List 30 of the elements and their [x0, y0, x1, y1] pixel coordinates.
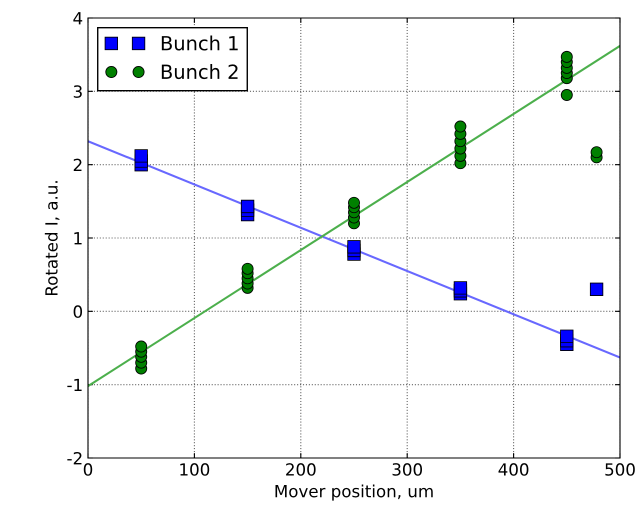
point — [560, 330, 574, 343]
x-tick-label: 100 — [180, 463, 210, 476]
point — [560, 50, 573, 63]
point — [347, 240, 361, 254]
x-axis-title: Mover position, um — [276, 484, 433, 501]
y-tick-label: 1 — [74, 232, 82, 244]
point — [135, 340, 148, 353]
point — [454, 120, 466, 133]
legend-label: Bunch 2 — [162, 64, 238, 80]
y-tick-label: 4 — [73, 12, 82, 24]
point — [590, 282, 604, 296]
y-tick-label: 0 — [74, 305, 82, 318]
point — [242, 262, 254, 275]
point — [240, 200, 254, 214]
legend-label: Bunch 1 — [162, 36, 238, 51]
y-tick-label: 2 — [74, 158, 82, 171]
y-tick-label: 3 — [74, 85, 82, 98]
point — [560, 89, 573, 101]
y-tick-label: -1 — [67, 378, 82, 391]
x-tick-label: 400 — [498, 463, 528, 476]
point — [134, 149, 148, 163]
y-tick-label: -2 — [67, 452, 82, 464]
y-axis-title: Rotated I, a.u. — [44, 181, 60, 296]
x-tick-label: 0 — [84, 463, 92, 476]
point — [590, 146, 603, 158]
x-tick-label: 200 — [286, 463, 316, 476]
x-tick-label: 300 — [392, 463, 422, 476]
point — [348, 196, 360, 209]
x-tick-label: 500 — [605, 463, 635, 476]
point — [454, 281, 468, 295]
